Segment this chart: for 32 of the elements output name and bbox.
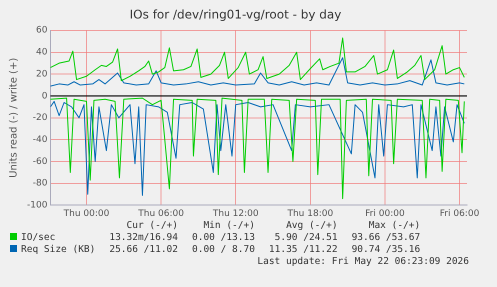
x-tick-label: Fri 06:00 bbox=[440, 208, 480, 219]
x-tick-label: Thu 12:00 bbox=[212, 208, 259, 219]
y-tick-label: -60 bbox=[32, 156, 48, 167]
text: 93.66 /53.67 bbox=[350, 232, 420, 244]
chart-title: IOs for /dev/ring01-vg/root - by day bbox=[130, 7, 342, 22]
text: Avg (-/+) bbox=[285, 220, 338, 232]
y-axis-title: Units read (-) / write (+) bbox=[8, 58, 20, 178]
x-tick-label: Thu 18:00 bbox=[286, 208, 334, 219]
y-tick-label: 0 bbox=[42, 91, 48, 102]
text: Cur (-/+) bbox=[126, 220, 178, 232]
y-tick-label: -80 bbox=[32, 178, 48, 189]
y-tick-label: 40 bbox=[36, 48, 48, 58]
y-tick-label: -40 bbox=[32, 134, 48, 145]
y-tick-label: -20 bbox=[32, 113, 48, 124]
text: Last update: Fri May 22 06:23:09 2026 bbox=[257, 256, 469, 267]
text: Max (-/+) bbox=[368, 220, 420, 232]
x-tick-label: Thu 06:00 bbox=[137, 208, 184, 219]
text: 11.35 /11.22 bbox=[268, 244, 338, 256]
text: 5.90 /24.51 bbox=[274, 232, 338, 244]
text: 13.32m/16.94 bbox=[108, 232, 178, 244]
y-tick-label: -100 bbox=[26, 200, 48, 211]
legend-label: IO/sec bbox=[20, 232, 56, 244]
x-tick-label: Thu 00:00 bbox=[62, 208, 110, 219]
text: 25.66 /11.02 bbox=[108, 244, 178, 256]
text: Min (-/+) bbox=[202, 220, 255, 232]
y-tick-label: 60 bbox=[36, 26, 48, 36]
text: 0.00 /13.13 bbox=[191, 232, 255, 244]
y-tick-label: 20 bbox=[36, 69, 48, 80]
legend-label: Req Size (KB) bbox=[20, 244, 96, 256]
text: 0.00 / 8.70 bbox=[191, 244, 255, 256]
text: 90.74 /35.16 bbox=[350, 244, 420, 256]
x-tick-label: Fri 00:00 bbox=[365, 208, 405, 219]
